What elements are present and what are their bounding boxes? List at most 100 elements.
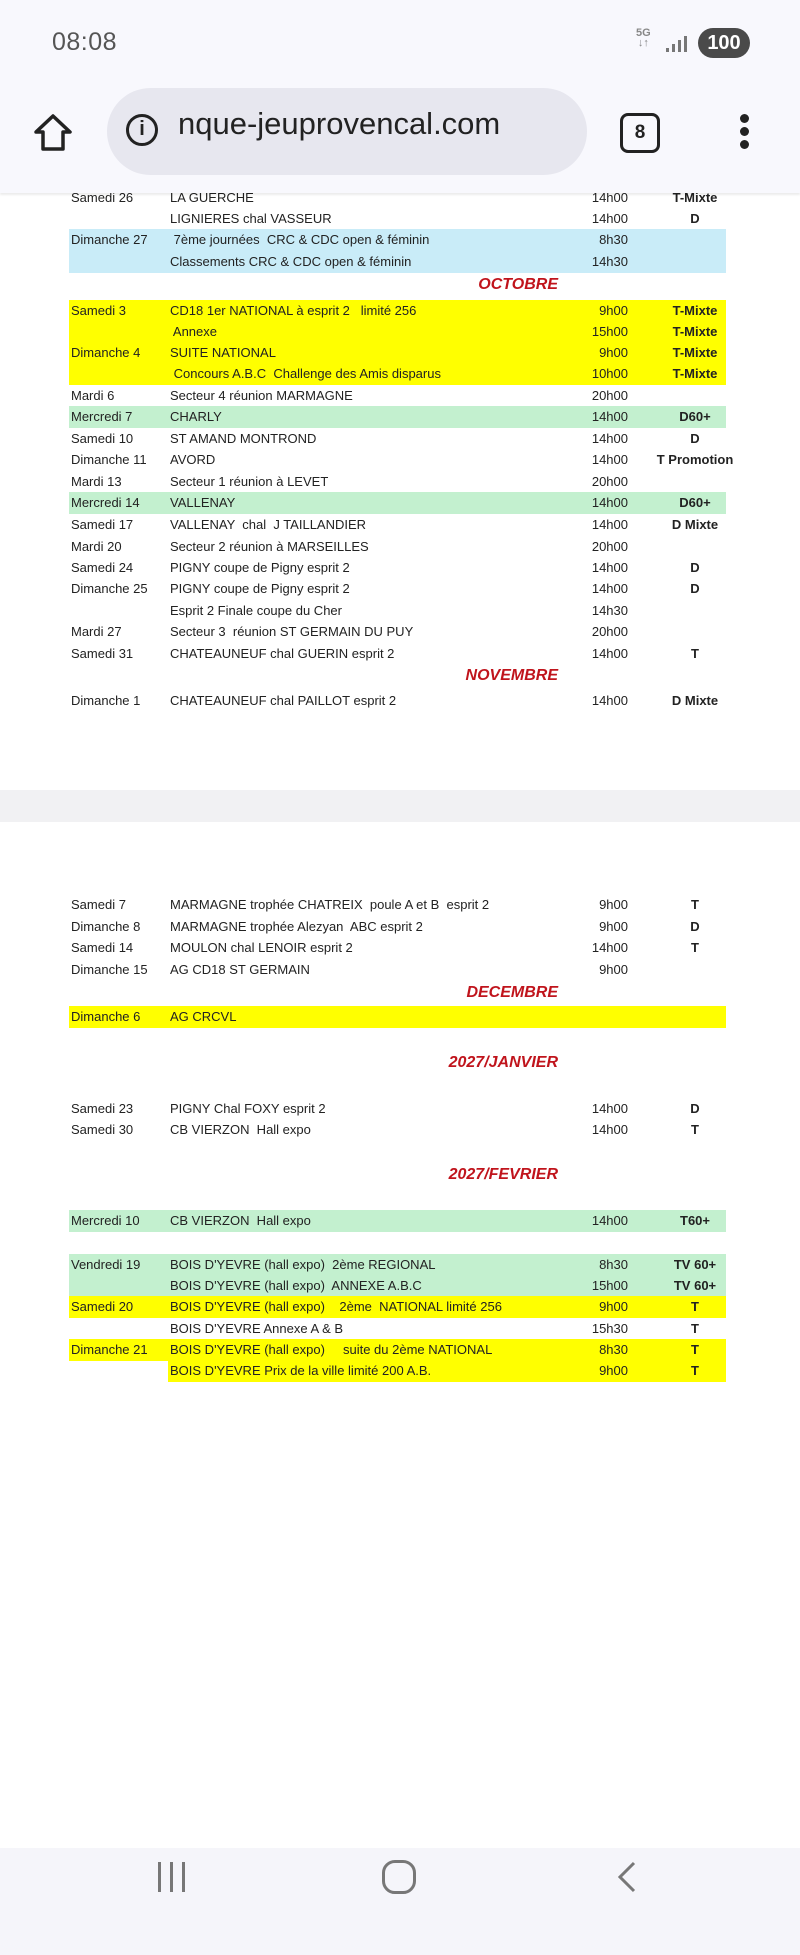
- event-name: AG CRCVL: [170, 1009, 237, 1025]
- event-category: D60+: [679, 409, 711, 425]
- event-time: 14h00: [591, 940, 628, 956]
- table-row: BOIS D'YEVRE (hall expo) ANNEXE A.B.C 15h…: [69, 1275, 726, 1297]
- event-name: BOIS D'YEVRE (hall expo) 2ème REGIONAL: [170, 1257, 436, 1273]
- event-name: MARMAGNE trophée Alezyan ABC esprit 2: [170, 919, 423, 935]
- event-name: MARMAGNE trophée CHATREIX poule A et B e…: [170, 897, 490, 913]
- event-time: 14h00: [591, 517, 628, 533]
- event-time: 20h00: [591, 474, 628, 490]
- event-name: VALLENAY chal J TAILLANDIER: [170, 517, 367, 533]
- event-name: Annexe: [170, 324, 217, 340]
- event-date: Samedi 10: [71, 431, 134, 447]
- url-text[interactable]: nque-jeuprovencal.com: [178, 106, 501, 141]
- row-highlight: [69, 1296, 726, 1318]
- event-category: D: [690, 431, 700, 447]
- tabs-icon[interactable]: 8: [620, 113, 660, 153]
- event-category: D60+: [679, 495, 711, 511]
- event-date: Vendredi 19: [71, 1257, 141, 1273]
- event-name: MOULON chal LENOIR esprit 2: [170, 940, 353, 956]
- table-row: Samedi 24 PIGNY coupe de Pigny esprit 2 14…: [69, 557, 726, 579]
- event-category: T: [691, 897, 699, 913]
- event-time: 14h00: [591, 1213, 628, 1229]
- table-row: Dimanche 1 CHATEAUNEUF chal PAILLOT espri…: [69, 690, 726, 712]
- event-name: BOIS D'YEVRE Annexe A & B: [170, 1321, 344, 1337]
- event-time: 14h00: [591, 1122, 628, 1138]
- event-name: ST AMAND MONTROND: [170, 431, 317, 447]
- info-icon[interactable]: i: [126, 114, 158, 146]
- event-category: D: [690, 581, 700, 597]
- row-highlight: [69, 363, 726, 385]
- event-category: T-Mixte: [672, 366, 718, 382]
- recent-apps-icon[interactable]: [156, 1862, 188, 1892]
- row-highlight: [69, 1006, 726, 1028]
- page-break: [0, 790, 800, 822]
- month-heading: NOVEMBRE: [465, 667, 558, 684]
- event-name: AVORD: [170, 452, 216, 468]
- event-category: T: [691, 1342, 699, 1358]
- row-highlight: [69, 229, 726, 251]
- event-time: 14h30: [591, 254, 628, 270]
- event-time: 10h00: [591, 366, 628, 382]
- event-time: 14h00: [591, 581, 628, 597]
- table-row: Annexe 15h00 T-Mixte: [69, 321, 726, 343]
- menu-icon[interactable]: [740, 114, 752, 153]
- table-row: BOIS D'YEVRE Annexe A & B 15h30 T: [69, 1318, 726, 1340]
- table-row: Vendredi 19 BOIS D'YEVRE (hall expo) 2ème…: [69, 1254, 726, 1276]
- event-name: SUITE NATIONAL: [170, 345, 276, 361]
- table-row: Samedi 30 CB VIERZON Hall expo 14h00 T: [69, 1119, 726, 1141]
- month-heading: 2027/FEVRIER: [448, 1166, 558, 1183]
- table-row: BOIS D'YEVRE Prix de la ville limité 200…: [69, 1360, 726, 1382]
- event-date: Samedi 3: [71, 303, 126, 319]
- event-date: Samedi 24: [71, 560, 134, 576]
- table-row: Dimanche 11 AVORD 14h00 T Promotion: [69, 449, 733, 471]
- event-name: CB VIERZON Hall expo: [170, 1213, 311, 1229]
- table-row: Dimanche 25 PIGNY coupe de Pigny esprit 2…: [69, 578, 726, 600]
- event-time: 14h00: [591, 431, 628, 447]
- event-time: 9h00: [599, 1299, 628, 1315]
- address-bar[interactable]: i nque-jeuprovencal.com: [107, 88, 587, 175]
- back-icon[interactable]: [610, 1860, 644, 1894]
- event-category: D: [690, 560, 700, 576]
- event-category: D Mixte: [671, 517, 719, 533]
- event-time: 14h30: [591, 603, 628, 619]
- event-name: CHARLY: [170, 409, 222, 425]
- event-date: Dimanche 27: [71, 232, 148, 248]
- row-highlight: [69, 300, 726, 322]
- row-highlight: [69, 1210, 726, 1232]
- event-name: LIGNIERES chal VASSEUR: [170, 211, 332, 227]
- home-icon[interactable]: [32, 112, 74, 154]
- event-name: AG CD18 ST GERMAIN: [170, 962, 310, 978]
- home-circle-icon[interactable]: [382, 1860, 416, 1894]
- table-row: Dimanche 6 AG CRCVL: [69, 1006, 726, 1028]
- table-row: Samedi 17 VALLENAY chal J TAILLANDIER 14h0…: [69, 514, 726, 536]
- event-time: 15h30: [591, 1321, 628, 1337]
- event-name: 7ème journées CRC & CDC open & féminin: [170, 232, 430, 248]
- event-time: 9h00: [599, 919, 628, 935]
- event-name: Secteur 3 réunion ST GERMAIN DU PUY: [170, 624, 414, 640]
- event-category: TV 60+: [673, 1278, 717, 1294]
- table-row: LIGNIERES chal VASSEUR 14h00 D: [69, 208, 726, 230]
- event-time: 20h00: [591, 539, 628, 555]
- network-5g-icon: 5G ↓↑: [636, 27, 651, 49]
- event-date: Samedi 23: [71, 1101, 134, 1117]
- event-category: T Promotion: [656, 452, 734, 468]
- table-row: Dimanche 8 MARMAGNE trophée Alezyan ABC e…: [69, 916, 726, 938]
- event-date: Mercredi 7: [71, 409, 133, 425]
- event-category: D Mixte: [671, 693, 719, 709]
- table-row: Mercredi 7 CHARLY 14h00 D60+: [69, 406, 726, 428]
- event-date: Mercredi 14: [71, 495, 140, 511]
- event-category: T: [691, 646, 699, 662]
- event-name: PIGNY Chal FOXY esprit 2: [170, 1101, 326, 1117]
- table-row: Mardi 20 Secteur 2 réunion à MARSEILLES 20…: [69, 536, 726, 558]
- event-date: Mercredi 10: [71, 1213, 140, 1229]
- event-time: 9h00: [599, 1363, 628, 1379]
- event-time: 14h00: [591, 409, 628, 425]
- table-row: Samedi 31 CHATEAUNEUF chal GUERIN esprit …: [69, 643, 726, 665]
- event-date: Samedi 26: [71, 190, 134, 206]
- event-category: T-Mixte: [672, 303, 718, 319]
- event-date: Dimanche 21: [71, 1342, 148, 1358]
- table-row: Esprit 2 Finale coupe du Cher 14h30: [69, 600, 726, 622]
- event-category: T-Mixte: [672, 345, 718, 361]
- table-row: Mardi 6 Secteur 4 réunion MARMAGNE 20h00: [69, 385, 726, 407]
- event-category: TV 60+: [673, 1257, 717, 1273]
- event-category: D: [690, 919, 700, 935]
